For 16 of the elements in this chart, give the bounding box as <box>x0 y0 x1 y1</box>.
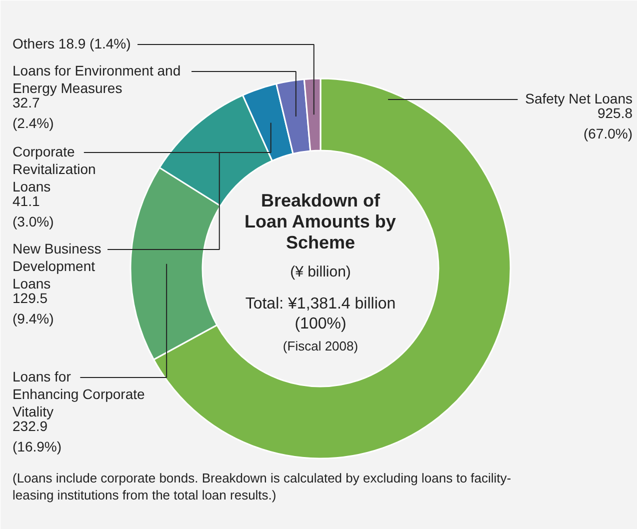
text: Total: ¥1,381.4 billion (100%) <box>245 296 396 332</box>
data-label: 32.7 (2.4%) <box>12 94 54 131</box>
text: Breakdown of Loan Amounts by Scheme <box>244 190 396 252</box>
data-label: 925.8 (67.0%) <box>583 105 633 142</box>
data-label: 232.9 (16.9%) <box>12 418 62 454</box>
data-label: 41.1 (3.0%) <box>12 193 54 230</box>
slice-label: Others 18.9 (1.4%) <box>12 36 131 52</box>
data-label: 129.5 (9.4%) <box>12 290 54 326</box>
text: (Fiscal 2008) <box>282 338 358 354</box>
slice-label: Safety Net Loans <box>525 90 633 106</box>
text: (¥ billion) <box>290 264 351 280</box>
slice-label: Corporate Revitalization Loans <box>12 144 96 194</box>
text: (Loans include corporate bonds. Breakdown is calculated by excluding loans to facility-leasing institutions from the total loan results.) <box>12 470 512 502</box>
slice-label: Loans for Enhancing Corporate Vitality <box>12 368 146 420</box>
slice-label: Loans for Environment and Energy Measures <box>12 62 181 96</box>
slice-label: New Business Development Loans <box>12 240 102 292</box>
